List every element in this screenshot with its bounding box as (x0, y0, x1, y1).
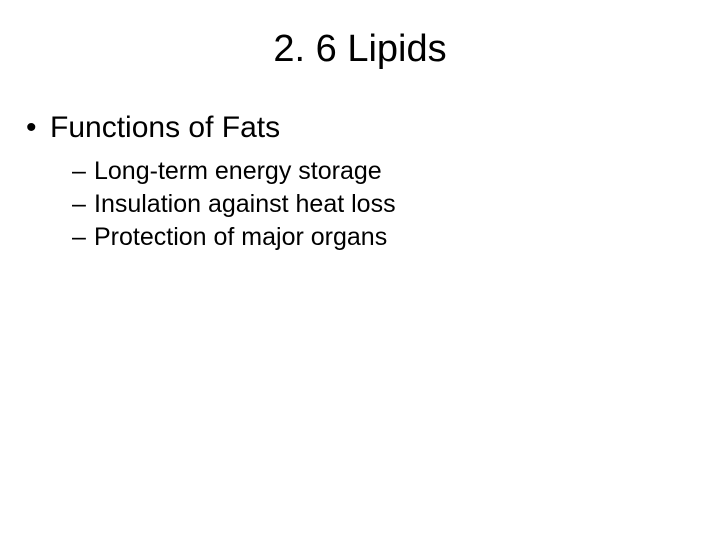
slide-container: 2. 6 Lipids Functions of Fats Long-term … (0, 0, 720, 540)
bullet-level2-item: Long-term energy storage (94, 157, 720, 186)
bullet-level2-item: Protection of major organs (94, 223, 720, 252)
slide-title: 2. 6 Lipids (0, 28, 720, 71)
bullet-level2-item: Insulation against heat loss (94, 190, 720, 219)
bullet-level1: Functions of Fats (50, 111, 720, 145)
